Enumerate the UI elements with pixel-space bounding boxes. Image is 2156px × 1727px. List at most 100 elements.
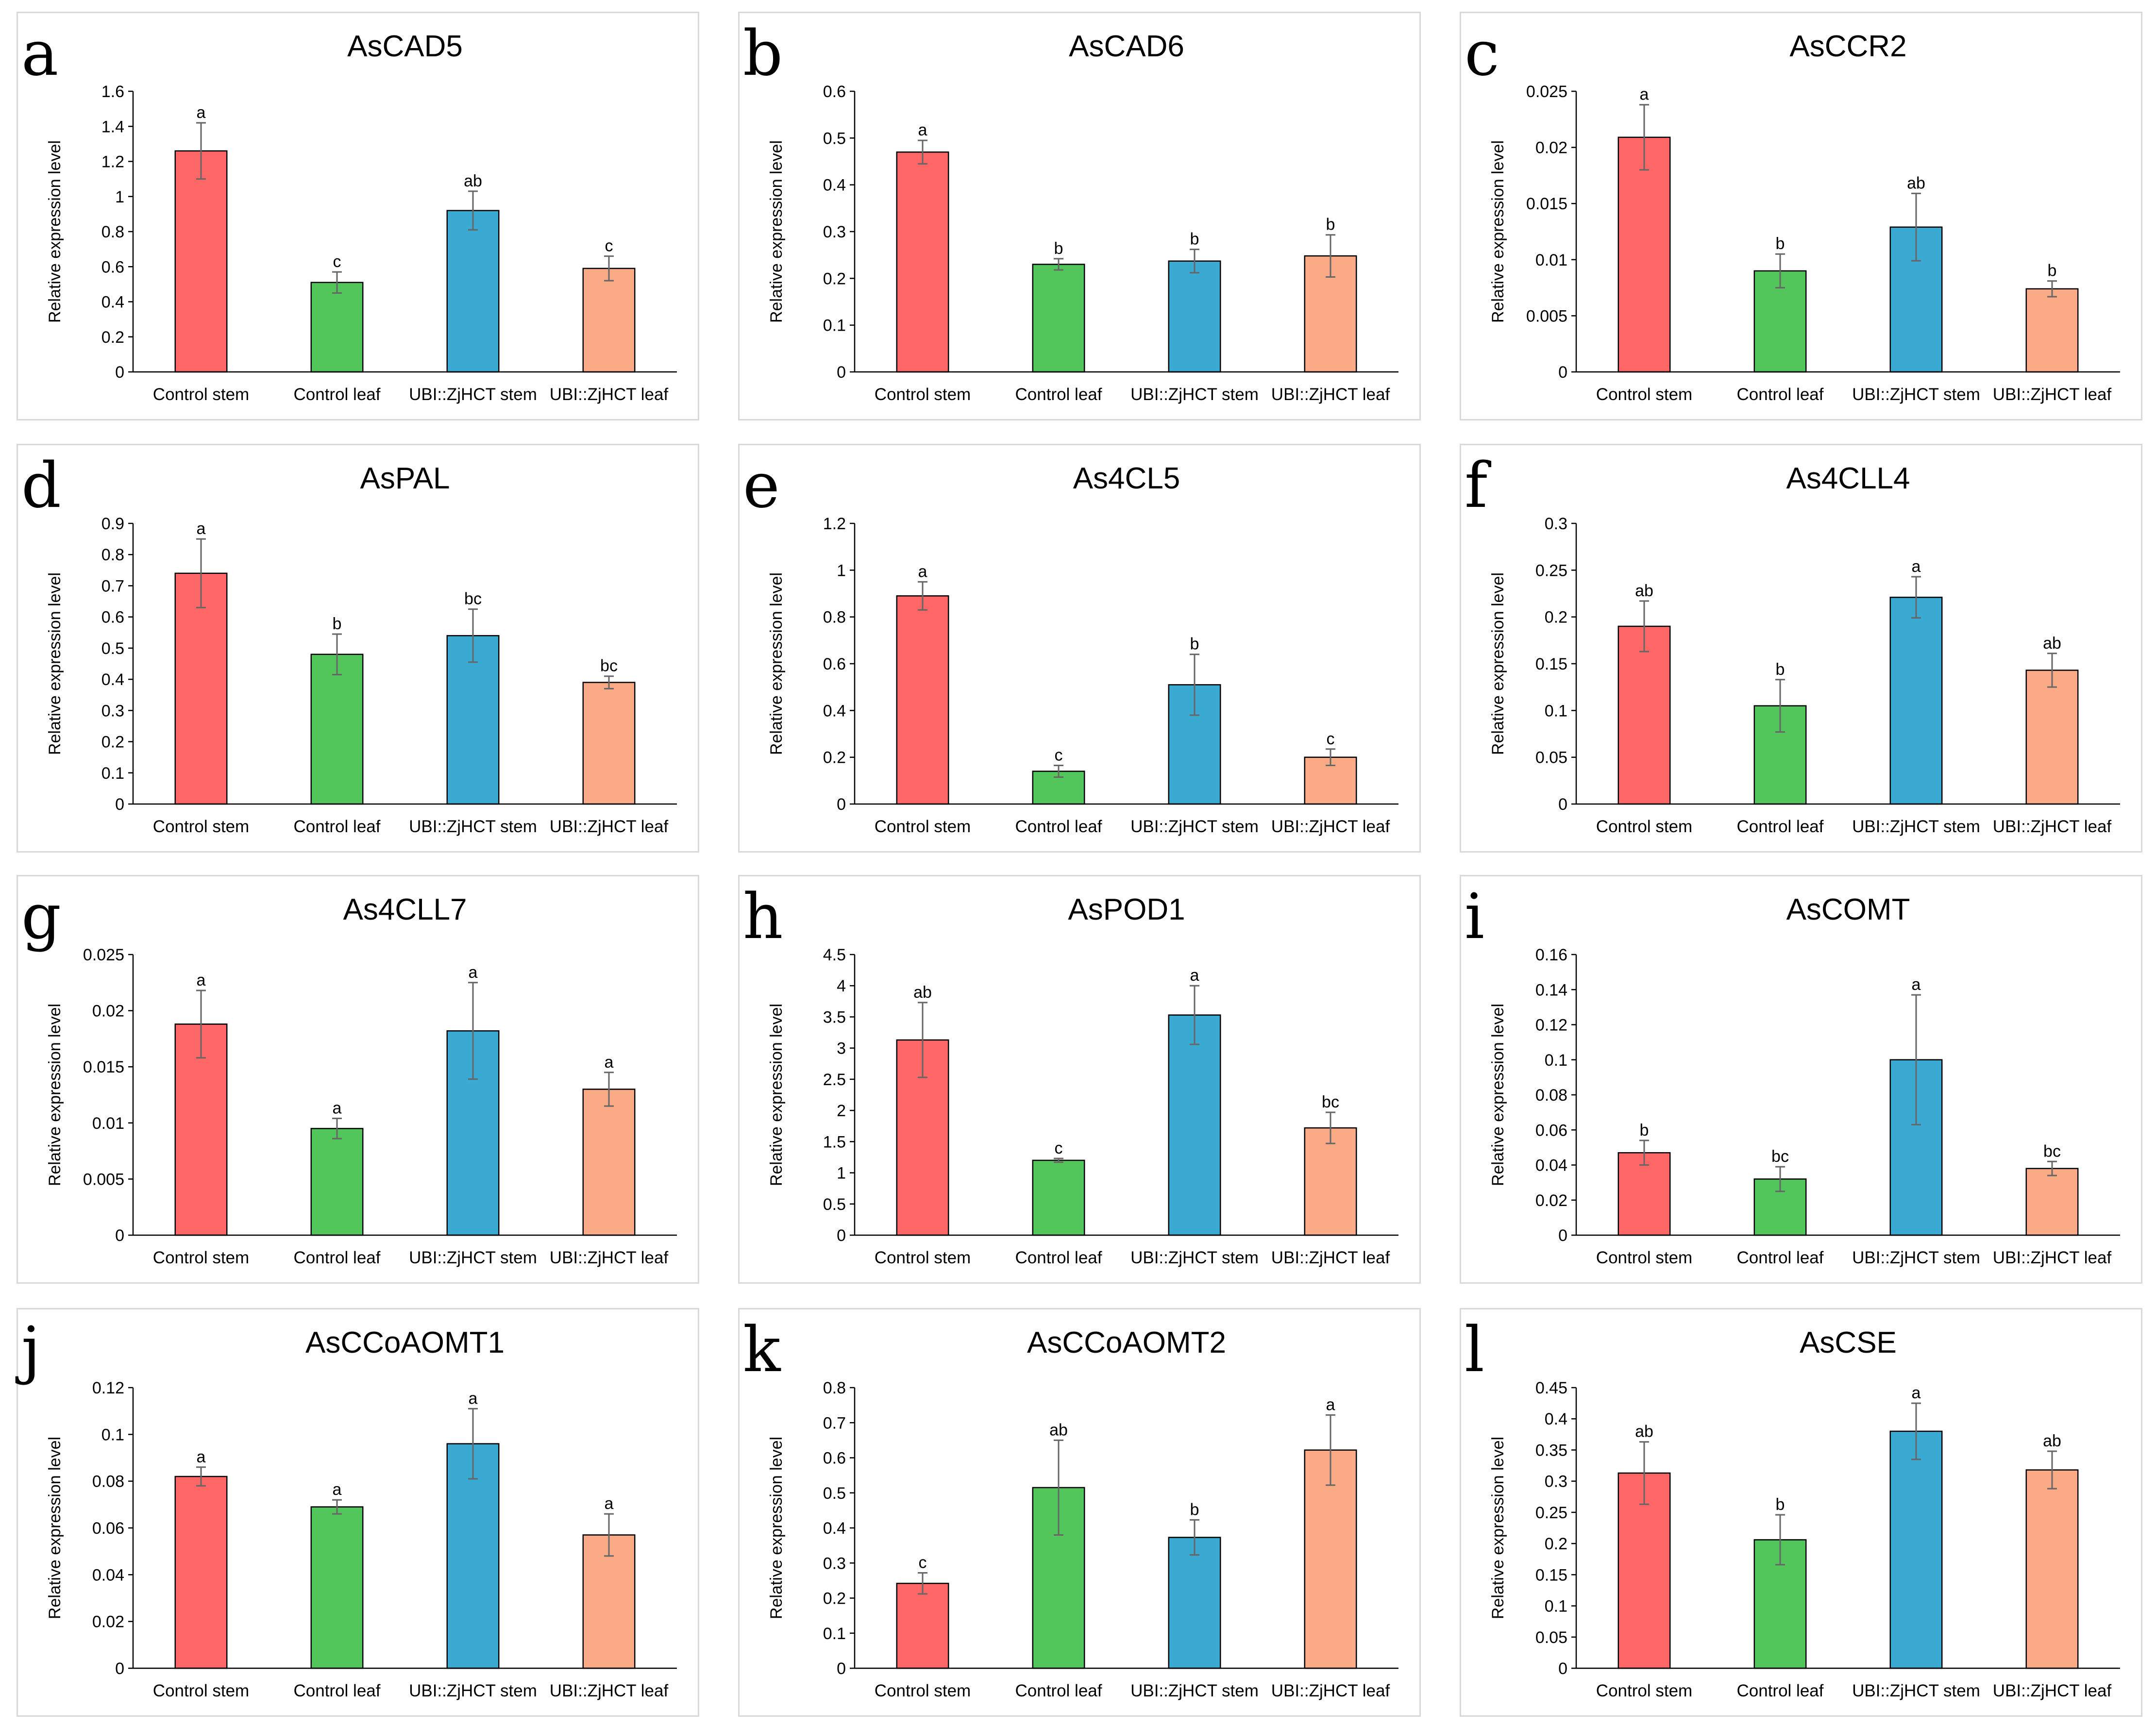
bar-4 xyxy=(2025,1469,2079,1669)
significance-letter-3: b xyxy=(1190,1500,1199,1519)
y-tick-label: 0.6 xyxy=(101,608,124,627)
significance-letter-2: a xyxy=(333,1099,342,1118)
error-bar-1 xyxy=(1639,1441,1649,1505)
y-tick-label: 0.1 xyxy=(1545,702,1567,720)
error-bar-4 xyxy=(2047,1450,2057,1490)
y-axis-label: Relative expression level xyxy=(46,1004,64,1186)
y-tick-label: 0.2 xyxy=(101,733,124,752)
y-tick-label: 0.3 xyxy=(1545,1473,1567,1491)
x-category-label: Control stem xyxy=(875,1681,971,1700)
bar-2 xyxy=(310,1128,364,1236)
chart-svg-g: g As4CLL7 Relative expression level 0 0.005 0… xyxy=(17,875,699,1284)
y-axis-label: Relative expression level xyxy=(1489,1004,1507,1186)
x-category-label: Control stem xyxy=(875,385,971,404)
y-tick-label: 0 xyxy=(1558,795,1567,814)
x-category-label: Control leaf xyxy=(1737,1248,1824,1267)
x-category-label: UBI::ZjHCT leaf xyxy=(550,1248,669,1267)
y-tick-label: 0.1 xyxy=(101,1425,124,1444)
x-category-label: UBI::ZjHCT stem xyxy=(1130,1248,1259,1267)
x-category-label: Control leaf xyxy=(1015,1248,1102,1267)
y-tick-label: 0.3 xyxy=(1545,515,1567,533)
error-bar-1 xyxy=(1639,104,1649,171)
error-bar-3 xyxy=(1190,654,1199,716)
y-tick-label: 0.2 xyxy=(823,269,846,288)
bar-1 xyxy=(1617,1152,1671,1236)
x-category-label: Control stem xyxy=(153,1248,249,1267)
y-tick-label: 0.6 xyxy=(823,1449,846,1468)
x-category-label: Control stem xyxy=(1596,817,1692,836)
significance-letter-1: a xyxy=(1640,85,1649,104)
bar-3 xyxy=(1168,260,1221,373)
chart-panel-g: g As4CLL7 Relative expression level 0 0.005 0… xyxy=(17,875,699,1284)
significance-letter-2: a xyxy=(333,1480,342,1499)
significance-letter-4: bc xyxy=(2043,1142,2061,1160)
chart-title: AsPOD1 xyxy=(1068,893,1185,926)
y-tick-label: 0 xyxy=(837,1226,846,1245)
x-category-label: Control leaf xyxy=(1737,385,1824,404)
y-tick-label: 0.005 xyxy=(83,1170,124,1189)
chart-svg-e: e As4CL5 Relative expression level 0 0.2 0.4 0… xyxy=(738,444,1421,853)
y-tick-label: 0.8 xyxy=(101,223,124,241)
x-category-label: Control leaf xyxy=(1737,817,1824,836)
y-tick-label: 0.01 xyxy=(1535,251,1567,269)
error-bar-4 xyxy=(604,255,614,282)
x-category-label: UBI::ZjHCT stem xyxy=(1130,817,1259,836)
y-tick-label: 0.08 xyxy=(92,1473,124,1491)
significance-letter-1: a xyxy=(197,103,206,122)
y-tick-label: 0.05 xyxy=(1535,749,1567,767)
y-tick-label: 0.1 xyxy=(1545,1051,1567,1070)
y-tick-label: 0.04 xyxy=(1535,1157,1567,1175)
significance-letter-1: b xyxy=(1640,1121,1649,1140)
error-bar-2 xyxy=(1054,765,1063,778)
chart-title: AsPAL xyxy=(360,462,450,495)
x-category-label: Control leaf xyxy=(294,1248,381,1267)
error-bar-2 xyxy=(332,1118,342,1140)
error-bar-3 xyxy=(1911,1402,1921,1460)
y-tick-label: 0.2 xyxy=(823,749,846,767)
y-tick-label: 0.1 xyxy=(101,764,124,783)
significance-letter-4: bc xyxy=(1322,1093,1339,1111)
y-tick-label: 1.2 xyxy=(823,515,846,533)
significance-letter-3: b xyxy=(1190,230,1199,249)
x-category-label: UBI::ZjHCT stem xyxy=(1852,817,1980,836)
y-tick-label: 0.15 xyxy=(1535,655,1567,673)
significance-letter-2: c xyxy=(1055,746,1063,765)
bar-3 xyxy=(446,1443,500,1669)
bar-3 xyxy=(446,635,500,805)
chart-title: AsCCoAOMT1 xyxy=(305,1326,505,1359)
significance-letter-3: bc xyxy=(464,590,482,608)
error-bar-3 xyxy=(1911,192,1921,262)
significance-letter-2: b xyxy=(333,615,342,633)
bar-4 xyxy=(582,1089,636,1236)
significance-letter-4: b xyxy=(2048,262,2057,280)
error-bar-3 xyxy=(468,982,478,1080)
chart-panel-l: l AsCSE Relative expression level 0 0.05 0.1 0… xyxy=(1460,1308,2142,1717)
panel-label: i xyxy=(1465,881,1484,953)
y-tick-label: 4 xyxy=(837,977,846,995)
y-tick-label: 4.5 xyxy=(823,946,846,964)
x-category-label: Control leaf xyxy=(1015,385,1102,404)
y-tick-label: 0 xyxy=(1558,1226,1567,1245)
y-tick-label: 0.4 xyxy=(823,1519,846,1538)
x-category-label: Control leaf xyxy=(1015,1681,1102,1700)
y-tick-label: 0.16 xyxy=(1535,946,1567,964)
bar-3 xyxy=(446,210,500,373)
error-bar-1 xyxy=(196,538,206,608)
bar-4 xyxy=(2025,288,2079,373)
x-category-label: UBI::ZjHCT stem xyxy=(1852,1248,1980,1267)
panel-label: b xyxy=(743,17,783,90)
significance-letter-3: b xyxy=(1190,635,1199,654)
bar-3 xyxy=(1889,1430,1943,1669)
error-bar-3 xyxy=(1911,576,1921,619)
x-category-label: UBI::ZjHCT stem xyxy=(1852,1681,1980,1700)
x-category-label: UBI::ZjHCT stem xyxy=(1130,1681,1259,1700)
bar-4 xyxy=(582,682,636,805)
error-bar-2 xyxy=(1775,253,1785,289)
y-tick-label: 0.01 xyxy=(92,1114,124,1133)
y-tick-label: 0 xyxy=(837,1660,846,1678)
error-bar-3 xyxy=(1190,249,1199,274)
chart-panel-d: d AsPAL Relative expression level 0 0.1 0.2 0.… xyxy=(17,444,699,853)
bar-1 xyxy=(174,150,228,373)
panel-label: e xyxy=(743,450,780,522)
